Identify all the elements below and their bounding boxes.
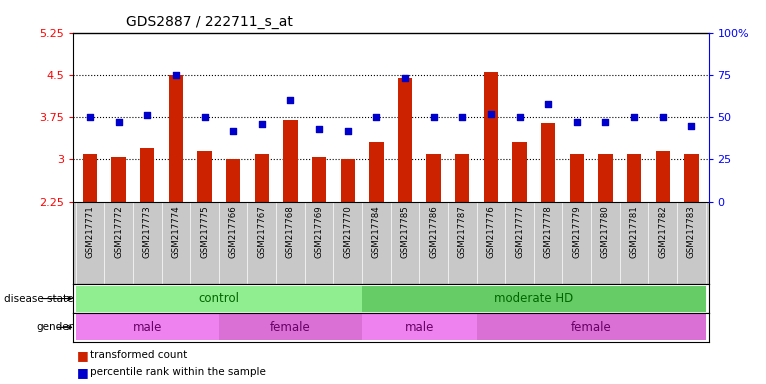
Text: GSM217786: GSM217786 (429, 205, 438, 258)
Bar (283, 120, 297, 202)
Text: GSM217769: GSM217769 (315, 205, 323, 258)
Bar (684, 154, 699, 202)
Point (599, 119, 611, 125)
Text: GSM217784: GSM217784 (372, 205, 381, 258)
Bar (512, 142, 527, 202)
Text: GSM217780: GSM217780 (601, 205, 610, 258)
Point (313, 126, 326, 132)
Text: GSM217767: GSM217767 (257, 205, 267, 258)
Text: GSM217779: GSM217779 (572, 205, 581, 258)
Point (113, 119, 125, 125)
Bar (76, 314, 219, 340)
Bar (312, 157, 326, 202)
Bar (369, 142, 384, 202)
Bar (476, 314, 705, 340)
Point (485, 111, 497, 117)
Text: moderate HD: moderate HD (494, 292, 574, 305)
Bar (140, 148, 155, 202)
Text: GSM217783: GSM217783 (687, 205, 696, 258)
Bar (254, 154, 269, 202)
Text: percentile rank within the sample: percentile rank within the sample (90, 367, 267, 377)
Bar (198, 151, 211, 202)
Bar (76, 286, 362, 311)
Text: male: male (133, 321, 162, 334)
Bar (627, 154, 641, 202)
Point (571, 119, 583, 125)
Text: GSM217778: GSM217778 (544, 205, 553, 258)
Point (227, 127, 239, 134)
Point (686, 122, 698, 129)
Point (370, 114, 382, 120)
Point (284, 97, 296, 103)
Point (399, 75, 411, 81)
Bar (656, 151, 670, 202)
Text: GSM217775: GSM217775 (200, 205, 209, 258)
Text: GSM217787: GSM217787 (458, 205, 466, 258)
Text: gender: gender (36, 322, 73, 333)
Bar (541, 123, 555, 202)
Text: male: male (404, 321, 434, 334)
Text: transformed count: transformed count (90, 350, 188, 360)
Point (456, 114, 468, 120)
Text: GSM217768: GSM217768 (286, 205, 295, 258)
Point (427, 114, 440, 120)
Bar (362, 286, 705, 311)
Point (542, 101, 555, 107)
Bar (226, 159, 241, 202)
Bar (427, 154, 440, 202)
Text: GSM217772: GSM217772 (114, 205, 123, 258)
Bar (219, 314, 362, 340)
Bar (341, 159, 355, 202)
Point (342, 127, 354, 134)
Bar (83, 154, 97, 202)
Text: GSM217774: GSM217774 (172, 205, 180, 258)
Point (628, 114, 640, 120)
Point (141, 113, 153, 119)
Text: GSM217770: GSM217770 (343, 205, 352, 258)
Point (170, 72, 182, 78)
Bar (570, 154, 584, 202)
Text: GSM217771: GSM217771 (86, 205, 94, 258)
Point (656, 114, 669, 120)
Bar (455, 154, 470, 202)
Text: GSM217776: GSM217776 (486, 205, 496, 258)
Bar (111, 157, 126, 202)
Text: ■: ■ (77, 349, 88, 362)
Point (198, 114, 211, 120)
Text: GSM217773: GSM217773 (142, 205, 152, 258)
Text: GSM217766: GSM217766 (228, 205, 237, 258)
Text: female: female (571, 321, 611, 334)
Point (513, 114, 525, 120)
Bar (484, 72, 498, 202)
Text: GSM217781: GSM217781 (630, 205, 639, 258)
Text: GDS2887 / 222711_s_at: GDS2887 / 222711_s_at (126, 15, 293, 29)
Text: control: control (198, 292, 239, 305)
Text: female: female (270, 321, 311, 334)
Bar (169, 75, 183, 202)
Point (256, 121, 268, 127)
Text: GSM217782: GSM217782 (658, 205, 667, 258)
Bar (362, 314, 476, 340)
Text: GSM217785: GSM217785 (401, 205, 410, 258)
Bar (598, 154, 613, 202)
Text: GSM217777: GSM217777 (515, 205, 524, 258)
Text: ■: ■ (77, 366, 88, 379)
Bar (398, 78, 412, 202)
Text: disease state: disease state (4, 293, 73, 304)
Point (83, 114, 96, 120)
